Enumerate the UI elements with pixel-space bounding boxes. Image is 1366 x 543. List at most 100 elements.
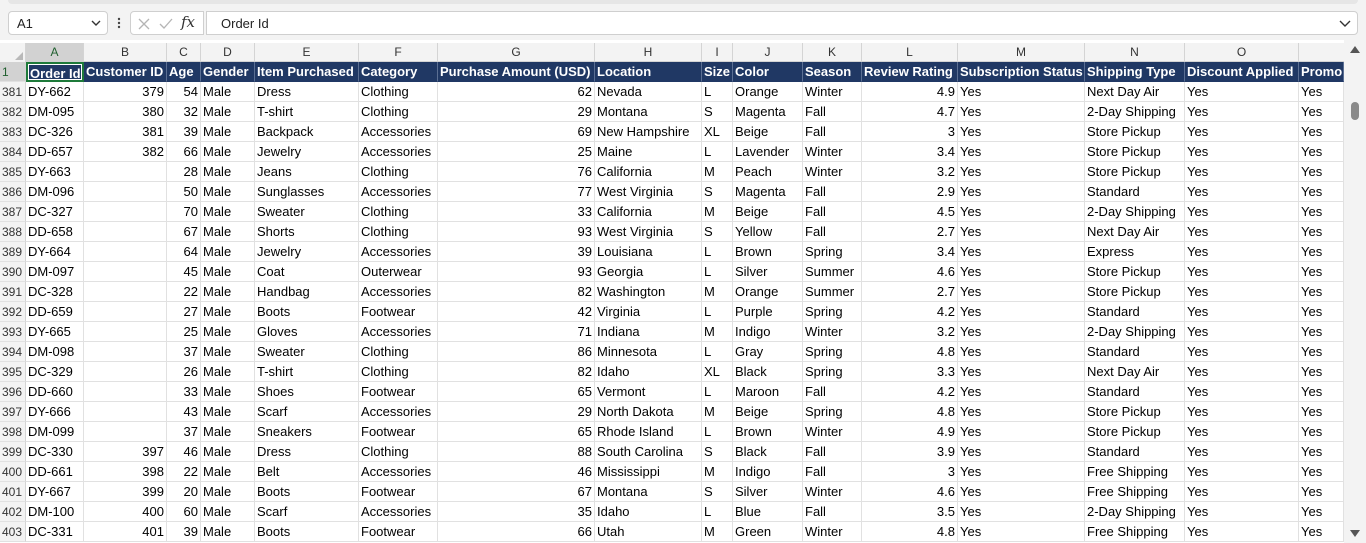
cell[interactable]: Yes [958, 82, 1085, 102]
cell[interactable]: 2-Day Shipping [1085, 322, 1185, 342]
cell[interactable]: Winter [803, 322, 862, 342]
cell[interactable]: Yes [1299, 482, 1344, 502]
cell[interactable]: 401 [84, 522, 167, 542]
cell[interactable]: Yes [958, 262, 1085, 282]
cell[interactable]: DD-657 [26, 142, 84, 162]
cell[interactable]: Male [201, 502, 255, 522]
cell[interactable]: Male [201, 202, 255, 222]
cell[interactable]: 39 [438, 242, 595, 262]
row-header[interactable]: 391 [0, 282, 26, 302]
cell[interactable]: 398 [84, 462, 167, 482]
cell[interactable]: Male [201, 402, 255, 422]
cell[interactable]: 4.2 [862, 382, 958, 402]
cell[interactable]: Backpack [255, 122, 359, 142]
cell[interactable]: Male [201, 522, 255, 542]
scroll-up-icon[interactable] [1350, 46, 1360, 53]
cell[interactable]: 64 [167, 242, 201, 262]
cell[interactable]: 93 [438, 262, 595, 282]
cell[interactable]: Yes [1299, 102, 1344, 122]
cell[interactable]: Gray [733, 342, 803, 362]
cancel-icon[interactable] [135, 15, 153, 33]
cell[interactable]: Yes [1185, 202, 1299, 222]
cell[interactable]: Clothing [359, 342, 438, 362]
cell[interactable]: 65 [438, 422, 595, 442]
cell[interactable]: Yes [1185, 462, 1299, 482]
cell[interactable]: Yes [1185, 502, 1299, 522]
cell[interactable]: Accessories [359, 142, 438, 162]
cell[interactable]: Spring [803, 362, 862, 382]
scroll-down-icon[interactable] [1350, 530, 1360, 537]
cell[interactable]: 28 [167, 162, 201, 182]
cell[interactable]: Yes [958, 362, 1085, 382]
cell[interactable]: Footwear [359, 302, 438, 322]
cell[interactable]: Standard [1085, 442, 1185, 462]
cell[interactable]: Lavender [733, 142, 803, 162]
cell[interactable]: Spring [803, 302, 862, 322]
cell[interactable]: Winter [803, 82, 862, 102]
cell[interactable]: Yes [958, 162, 1085, 182]
cell[interactable]: Yes [1299, 342, 1344, 362]
cell[interactable]: Jewelry [255, 142, 359, 162]
cell[interactable]: 381 [84, 122, 167, 142]
header-cell[interactable]: Size [702, 62, 733, 82]
cell[interactable]: Orange [733, 282, 803, 302]
cell[interactable]: Store Pickup [1085, 122, 1185, 142]
cell[interactable]: North Dakota [595, 402, 702, 422]
cell[interactable]: Winter [803, 482, 862, 502]
cell[interactable]: 60 [167, 502, 201, 522]
cell[interactable]: 2.9 [862, 182, 958, 202]
cell[interactable]: Clothing [359, 202, 438, 222]
cell[interactable]: Shorts [255, 222, 359, 242]
cell[interactable]: Store Pickup [1085, 282, 1185, 302]
cell[interactable]: Montana [595, 482, 702, 502]
cell[interactable]: M [702, 162, 733, 182]
cell[interactable]: L [702, 342, 733, 362]
header-cell[interactable]: Category [359, 62, 438, 82]
cell[interactable]: 50 [167, 182, 201, 202]
cell[interactable]: 82 [438, 362, 595, 382]
column-header-m[interactable]: M [958, 43, 1085, 62]
cell[interactable]: 4.9 [862, 82, 958, 102]
cell[interactable]: Yes [1185, 182, 1299, 202]
cell[interactable]: 77 [438, 182, 595, 202]
row-header[interactable]: 387 [0, 202, 26, 222]
cell[interactable]: Store Pickup [1085, 142, 1185, 162]
cell[interactable]: Clothing [359, 222, 438, 242]
cell[interactable]: Accessories [359, 502, 438, 522]
cell[interactable]: 54 [167, 82, 201, 102]
cell[interactable]: Nevada [595, 82, 702, 102]
cell[interactable]: Yes [1185, 122, 1299, 142]
row-header[interactable]: 395 [0, 362, 26, 382]
cell[interactable]: Winter [803, 162, 862, 182]
cell[interactable]: Yes [1185, 222, 1299, 242]
cell[interactable]: Yes [958, 202, 1085, 222]
cell[interactable]: Standard [1085, 342, 1185, 362]
cell[interactable]: DM-095 [26, 102, 84, 122]
cell[interactable]: Standard [1085, 382, 1185, 402]
cell[interactable]: 29 [438, 402, 595, 422]
header-cell[interactable]: Customer ID [84, 62, 167, 82]
cell[interactable]: Green [733, 522, 803, 542]
cell[interactable]: DM-100 [26, 502, 84, 522]
cell[interactable]: Brown [733, 242, 803, 262]
cell[interactable]: Yes [958, 522, 1085, 542]
cell[interactable]: Yes [1299, 282, 1344, 302]
cell[interactable]: Yes [958, 482, 1085, 502]
cell[interactable]: 46 [167, 442, 201, 462]
cell[interactable]: DM-096 [26, 182, 84, 202]
cell[interactable]: 37 [167, 342, 201, 362]
cell[interactable]: South Carolina [595, 442, 702, 462]
cell[interactable] [84, 242, 167, 262]
cell[interactable]: 4.6 [862, 482, 958, 502]
cell[interactable]: 4.5 [862, 202, 958, 222]
cell[interactable]: Yes [1299, 242, 1344, 262]
cell[interactable]: Male [201, 142, 255, 162]
cell[interactable] [84, 282, 167, 302]
cell[interactable]: Yes [958, 242, 1085, 262]
cell[interactable]: Male [201, 122, 255, 142]
cell[interactable]: Free Shipping [1085, 522, 1185, 542]
cell[interactable]: Male [201, 102, 255, 122]
cell[interactable]: Yes [1299, 422, 1344, 442]
cell[interactable]: Utah [595, 522, 702, 542]
cell[interactable]: Clothing [359, 162, 438, 182]
